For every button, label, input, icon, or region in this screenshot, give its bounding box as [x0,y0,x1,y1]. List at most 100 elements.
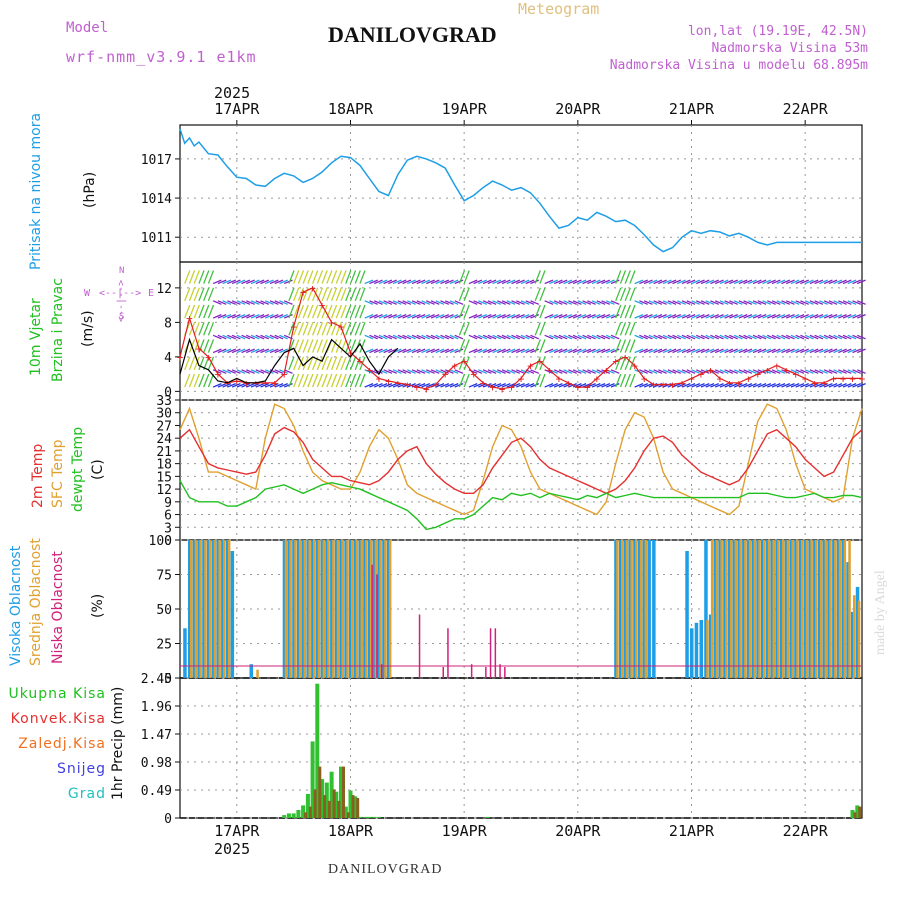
wind-arrow-2-142 [857,348,866,354]
cloud-bar-0-26 [349,540,353,678]
wind-arrow-4-95 [634,313,644,319]
wind-arrow-1-57 [454,369,464,374]
wind-arrow-2-6 [212,348,222,354]
wind-max-point-3: + [205,351,212,364]
wind-arrow-1-67 [501,369,511,374]
wind-arrow-6-6 [212,279,222,285]
wind-arrow-1-90 [610,369,620,374]
wind-max-point-68: + [821,377,828,390]
wind-arrow-2-58 [458,339,466,353]
wind-arrow-4-14 [250,314,260,319]
t2m-line [179,426,863,495]
wind-arrow-3-41 [378,334,388,340]
cloud-bar-1-68 [838,540,842,678]
wind-arrow-5-70 [516,300,525,305]
wind-arrow-2-126 [781,348,791,354]
cloud-bar-0-15 [296,540,301,678]
wind-arrow-0-68 [506,383,516,388]
wind-arrow-1-138 [838,369,847,374]
conv-bar-10 [351,795,355,818]
cloud-bar-2-11 [504,667,506,678]
wind-arrow-2-116 [733,348,743,354]
cloud-bar-1-65 [824,540,828,678]
wind-arrow-4-101 [662,313,672,319]
wind-arrow-4-114 [724,314,734,319]
wind-arrow-1-3 [198,356,205,371]
wind-arrow-1-96 [639,369,648,374]
rain-bar-7 [315,683,320,818]
wind-arrow-0-38 [364,383,374,388]
wind-arrow-4-107 [691,314,701,319]
wind-arrow-5-6 [212,300,222,305]
wind-arrow-6-74 [534,270,541,284]
bottom-day-label-0: 17APR [214,822,260,840]
conv-bar-13 [858,806,862,818]
wind-max-point-60: + [745,372,752,385]
wind-arrow-2-88 [601,348,611,354]
wind-arrow-6-12 [241,279,251,285]
wind-arrow-2-128 [790,348,800,354]
conv-bar-12 [853,812,857,818]
wind-arrow-3-39 [369,334,378,340]
wind-arrow-1-142 [857,369,866,374]
cloud-bar-0-6 [211,540,216,678]
wind-arrow-3-65 [492,334,502,340]
wind-arrow-1-43 [388,369,397,374]
wind-arrow-6-133 [814,279,824,285]
wind-arrow-3-17 [264,334,274,340]
wind-arrow-4-127 [785,314,795,319]
wind-arrow-2-119 [748,348,757,354]
bottom-axis-year: 2025 [214,840,251,858]
wind-arrow-0-83 [577,383,587,388]
cloud-bar-1-53 [767,540,771,678]
wind-arrow-5-117 [738,300,748,305]
wind-arrow-6-0 [184,270,191,284]
wind-arrow-1-97 [643,369,653,374]
wind-arrow-2-113 [719,348,729,354]
wind-arrow-0-136 [828,383,838,388]
bottom-day-label-4: 21APR [669,822,715,840]
wind-max-point-53: + [679,377,686,390]
wind-arrow-1-117 [738,369,748,374]
wind-arrow-0-4 [203,373,210,388]
wind-arrow-5-66 [497,300,506,305]
wind-max-point-56: + [707,364,714,377]
wind-arrow-1-35 [349,356,357,371]
wind-arrow-4-45 [397,313,407,319]
wind-arrow-3-16 [260,334,270,340]
cloud-bar-1-10 [284,540,288,678]
wind-arrow-0-135 [823,383,833,388]
wind-arrow-5-108 [695,300,705,305]
cloud-bar-1-28 [369,540,373,678]
wind-arrow-3-98 [648,334,658,340]
wind-arrow-2-108 [695,348,705,354]
wind-arrow-2-53 [435,348,445,354]
wind-arrow-0-113 [719,383,729,388]
wind-arrow-4-111 [710,314,719,319]
cloud-bar-1-6 [218,540,221,678]
wind-arrow-5-50 [421,300,431,305]
rain-bar-4 [301,805,306,818]
cloud-bar-0-70 [784,540,789,678]
cloud-bar-1-46 [734,540,738,678]
wind-arrow-2-56 [449,348,459,354]
wind-max-point-47: + [622,351,629,364]
wind-arrow-0-108 [695,383,705,388]
wind-arrow-4-91 [615,304,622,319]
wind-arrow-4-42 [383,314,393,319]
wind-arrow-4-109 [700,313,710,319]
cloud-bar-0-37 [623,540,628,678]
wind-max-point-72: + [859,372,866,385]
wind-arrow-0-77 [549,383,558,388]
wind-arrow-5-85 [587,300,596,305]
wind-arrow-3-56 [449,334,459,340]
rain-bar-13 [343,806,348,818]
precip-label-1: Ukupna Kisa [8,686,106,702]
wind-arrow-3-4 [203,322,210,336]
wind-arrow-2-132 [809,348,819,354]
wind-max-point-20: + [366,364,373,377]
wind-arrow-4-134 [819,313,828,319]
wind-arrow-0-82 [572,383,582,388]
wind-arrow-3-27 [312,322,319,336]
